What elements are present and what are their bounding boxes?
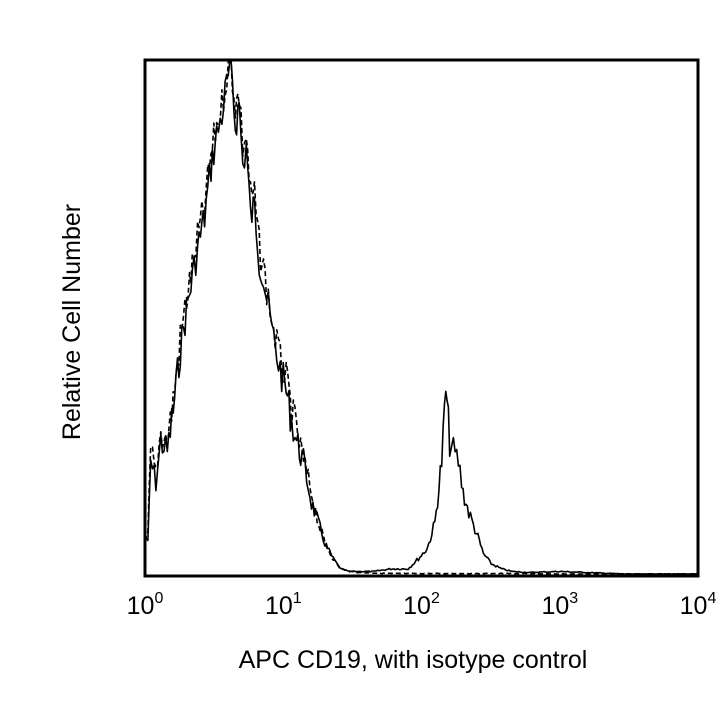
x-axis-label: APC CD19, with isotype control [239, 646, 588, 674]
series-line-solid [144, 61, 699, 575]
y-axis-label: Relative Cell Number [58, 204, 86, 440]
series-layer [144, 61, 699, 575]
x-tick-label-0: 100 [127, 590, 164, 620]
x-tick-labels: 100 101 102 103 104 [127, 590, 717, 620]
plot-frame [143, 58, 700, 578]
x-tick-label-4: 104 [680, 590, 717, 620]
x-tick-label-2: 102 [403, 590, 440, 620]
series-line-dashed [144, 61, 698, 575]
x-tick-label-1: 101 [265, 590, 302, 620]
x-tick-label-3: 103 [541, 590, 578, 620]
